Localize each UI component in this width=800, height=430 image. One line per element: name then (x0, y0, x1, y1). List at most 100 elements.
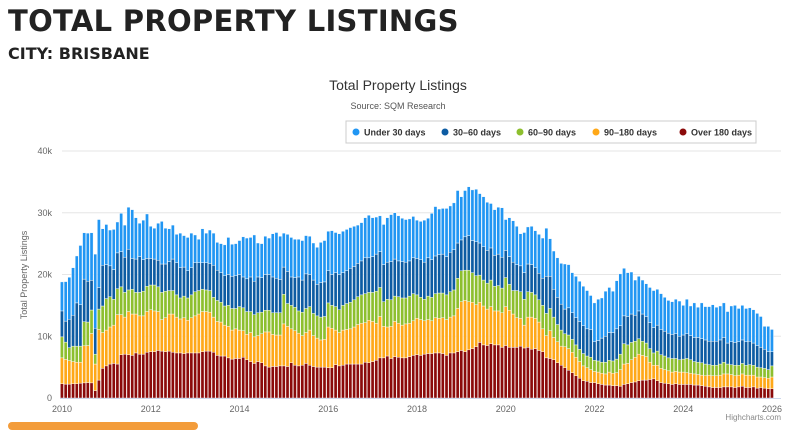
bar-segment-under-30-days[interactable] (108, 229, 112, 267)
bar-segment-90-180-days[interactable] (333, 329, 338, 365)
bar-segment-over-180-days[interactable] (418, 355, 423, 399)
bar-segment-over-180-days[interactable] (555, 362, 560, 399)
bar-segment-30-60-days[interactable] (762, 349, 767, 369)
bar-segment-30-60-days[interactable] (707, 340, 711, 365)
bar-segment-under-30-days[interactable] (722, 302, 726, 338)
bar-segment-over-180-days[interactable] (141, 353, 146, 399)
bar-segment-90-180-days[interactable] (766, 378, 771, 389)
bar-segment-60-90-days[interactable] (755, 366, 759, 378)
bar-segment-under-30-days[interactable] (577, 281, 582, 322)
bar-segment-under-30-days[interactable] (378, 215, 382, 252)
bar-segment-60-90-days[interactable] (319, 316, 323, 341)
bar-segment-over-180-days[interactable] (182, 353, 186, 399)
bar-segment-30-60-days[interactable] (666, 332, 671, 359)
bar-segment-90-180-days[interactable] (300, 335, 305, 366)
bar-segment-under-30-days[interactable] (381, 224, 386, 265)
bar-segment-60-90-days[interactable] (193, 291, 197, 317)
bar-segment-60-90-days[interactable] (718, 363, 722, 376)
bar-segment-30-60-days[interactable] (489, 247, 493, 281)
bar-segment-under-30-days[interactable] (540, 237, 545, 279)
bar-segment-over-180-days[interactable] (267, 366, 271, 399)
bar-segment-90-180-days[interactable] (629, 359, 634, 383)
bar-segment-under-30-days[interactable] (444, 208, 449, 257)
bar-segment-30-60-days[interactable] (537, 273, 541, 301)
bar-segment-90-180-days[interactable] (174, 316, 179, 354)
bar-segment-30-60-days[interactable] (463, 236, 467, 271)
bar-segment-under-30-days[interactable] (733, 305, 737, 343)
bar-segment-over-180-days[interactable] (78, 382, 83, 399)
bar-segment-under-30-days[interactable] (71, 267, 75, 316)
bar-segment-over-180-days[interactable] (659, 382, 663, 399)
bar-segment-90-180-days[interactable] (618, 369, 623, 387)
bar-segment-60-90-days[interactable] (189, 294, 194, 318)
bar-segment-60-90-days[interactable] (655, 350, 660, 366)
bar-segment-30-60-days[interactable] (226, 274, 231, 306)
bar-segment-30-60-days[interactable] (574, 317, 578, 346)
bar-segment-60-90-days[interactable] (197, 290, 201, 315)
bar-segment-under-30-days[interactable] (533, 230, 538, 268)
bar-segment-30-60-days[interactable] (393, 258, 397, 297)
bar-segment-90-180-days[interactable] (670, 371, 674, 385)
bar-segment-90-180-days[interactable] (622, 363, 626, 385)
bar-segment-over-180-days[interactable] (736, 386, 741, 399)
bar-segment-under-30-days[interactable] (563, 263, 567, 310)
bar-segment-90-180-days[interactable] (696, 374, 700, 386)
bar-segment-over-180-days[interactable] (352, 363, 356, 399)
bar-segment-30-60-days[interactable] (330, 274, 334, 306)
bar-segment-under-30-days[interactable] (518, 233, 523, 267)
bar-segment-90-180-days[interactable] (270, 334, 275, 367)
bar-segment-60-90-days[interactable] (674, 358, 678, 372)
bar-segment-over-180-days[interactable] (241, 357, 245, 399)
bar-segment-60-90-days[interactable] (137, 292, 142, 317)
bar-segment-60-90-days[interactable] (707, 364, 711, 376)
bar-segment-over-180-days[interactable] (222, 355, 227, 399)
bar-segment-90-180-days[interactable] (448, 316, 452, 354)
bar-segment-60-90-days[interactable] (677, 359, 682, 373)
bar-segment-30-60-days[interactable] (677, 336, 682, 360)
bar-segment-90-180-days[interactable] (685, 372, 689, 385)
bar-segment-60-90-days[interactable] (474, 275, 478, 305)
bar-segment-60-90-days[interactable] (740, 363, 745, 375)
bar-segment-under-30-days[interactable] (267, 237, 271, 275)
legend-item[interactable]: Over 180 days (679, 128, 753, 138)
bar-segment-under-30-days[interactable] (600, 297, 604, 339)
bar-segment-60-90-days[interactable] (466, 269, 471, 302)
bar-segment-over-180-days[interactable] (596, 383, 600, 399)
bar-segment-over-180-days[interactable] (145, 352, 149, 399)
bar-segment-60-90-days[interactable] (459, 270, 464, 302)
bar-segment-60-90-days[interactable] (163, 290, 168, 318)
bar-segment-90-180-days[interactable] (278, 334, 282, 367)
bar-segment-under-30-days[interactable] (219, 243, 223, 273)
bar-segment-under-30-days[interactable] (234, 243, 238, 276)
bar-segment-under-30-days[interactable] (274, 232, 279, 279)
bar-segment-under-30-days[interactable] (367, 215, 371, 259)
bar-segment-over-180-days[interactable] (688, 384, 693, 399)
bar-segment-90-180-days[interactable] (74, 361, 79, 384)
bar-segment-60-90-days[interactable] (448, 291, 452, 318)
bar-segment-60-90-days[interactable] (293, 307, 297, 331)
bar-segment-60-90-days[interactable] (296, 310, 301, 334)
bar-segment-60-90-days[interactable] (86, 321, 90, 346)
bar-segment-30-60-days[interactable] (596, 340, 600, 362)
bar-segment-under-30-days[interactable] (197, 239, 201, 263)
bar-segment-60-90-days[interactable] (404, 297, 408, 325)
bar-segment-under-30-days[interactable] (492, 209, 497, 256)
bar-segment-90-180-days[interactable] (315, 337, 319, 368)
bar-segment-60-90-days[interactable] (537, 299, 541, 323)
bar-segment-under-30-days[interactable] (625, 272, 630, 317)
bar-segment-60-90-days[interactable] (711, 365, 715, 376)
bar-segment-over-180-days[interactable] (725, 386, 730, 399)
bar-segment-60-90-days[interactable] (759, 367, 763, 378)
bar-segment-30-60-days[interactable] (130, 258, 134, 290)
bar-segment-90-180-days[interactable] (674, 371, 678, 384)
bar-segment-60-90-days[interactable] (130, 289, 134, 315)
bar-segment-60-90-days[interactable] (145, 286, 149, 312)
bar-segment-90-180-days[interactable] (463, 300, 467, 352)
bar-segment-30-60-days[interactable] (448, 252, 452, 292)
bar-segment-60-90-days[interactable] (444, 294, 449, 320)
bar-segment-under-30-days[interactable] (755, 313, 759, 346)
bar-segment-60-90-days[interactable] (74, 345, 79, 363)
bar-segment-30-60-days[interactable] (466, 235, 471, 271)
bar-segment-90-180-days[interactable] (404, 323, 408, 359)
bar-segment-under-30-days[interactable] (611, 290, 615, 333)
